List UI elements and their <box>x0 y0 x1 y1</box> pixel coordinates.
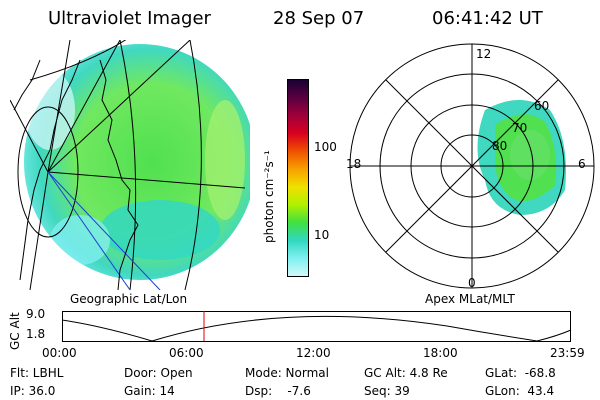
dsp-status: Dsp: -7.6 <box>245 384 311 398</box>
altitude-curve <box>62 315 572 342</box>
mlt-label-12: 12 <box>476 47 491 61</box>
timeline-frame <box>62 311 571 342</box>
mlt-label-0: 0 <box>468 276 476 290</box>
terminator-lines <box>47 171 161 290</box>
mlt-label-18: 18 <box>346 157 361 171</box>
seq-status: Seq: 39 <box>364 384 410 398</box>
polar-grid <box>349 43 595 289</box>
date-label: 28 Sep 07 <box>273 8 365 29</box>
polar-mlat-mlt-plot: 12 18 6 0 60 70 80 <box>346 43 595 290</box>
geographic-image <box>10 40 250 290</box>
geo-panel-label: Geographic Lat/Lon <box>70 292 188 306</box>
glon-status: GLon: 43.4 <box>485 384 555 398</box>
altitude-ytick-9: 9.0 <box>26 307 46 321</box>
x-tick-1800: 18:00 <box>423 346 458 360</box>
colorbar <box>287 79 309 277</box>
mlt-label-6: 6 <box>578 157 586 171</box>
gain-status: Gain: 14 <box>124 384 175 398</box>
mlat-label-80: 80 <box>492 139 507 153</box>
ip-status: IP: 36.0 <box>10 384 56 398</box>
colorbar-tick-10: 10 <box>314 228 330 242</box>
altitude-ylabel: GC Alt <box>8 312 22 350</box>
mlat-label-60: 60 <box>534 99 549 113</box>
altitude-ytick-1.8: 1.8 <box>26 327 46 341</box>
colorbar-tick-100: 100 <box>314 140 337 154</box>
filter-status: Flt: LBHL <box>10 366 64 380</box>
polar-panel-label: Apex MLat/MLT <box>425 292 515 306</box>
altitude-timeline <box>62 311 572 342</box>
gc-alt-status: GC Alt: 4.8 Re <box>364 366 448 380</box>
time-label: 06:41:42 UT <box>432 8 543 29</box>
coastline <box>13 59 139 290</box>
door-status: Door: Open <box>124 366 193 380</box>
glat-status: GLat: -68.8 <box>485 366 556 380</box>
colorbar-unit-label: photon cm⁻²s⁻¹ <box>262 150 276 243</box>
x-tick-0000: 00:00 <box>42 346 77 360</box>
polar-aurora-region <box>477 100 566 215</box>
x-tick-1200: 12:00 <box>296 346 331 360</box>
lat-lon-grid <box>10 40 246 290</box>
mode-status: Mode: Normal <box>245 366 329 380</box>
x-tick-2359: 23:59 <box>550 346 585 360</box>
mlat-label-70: 70 <box>512 121 527 135</box>
instrument-title: Ultraviolet Imager <box>48 8 211 29</box>
x-tick-0600: 06:00 <box>169 346 204 360</box>
